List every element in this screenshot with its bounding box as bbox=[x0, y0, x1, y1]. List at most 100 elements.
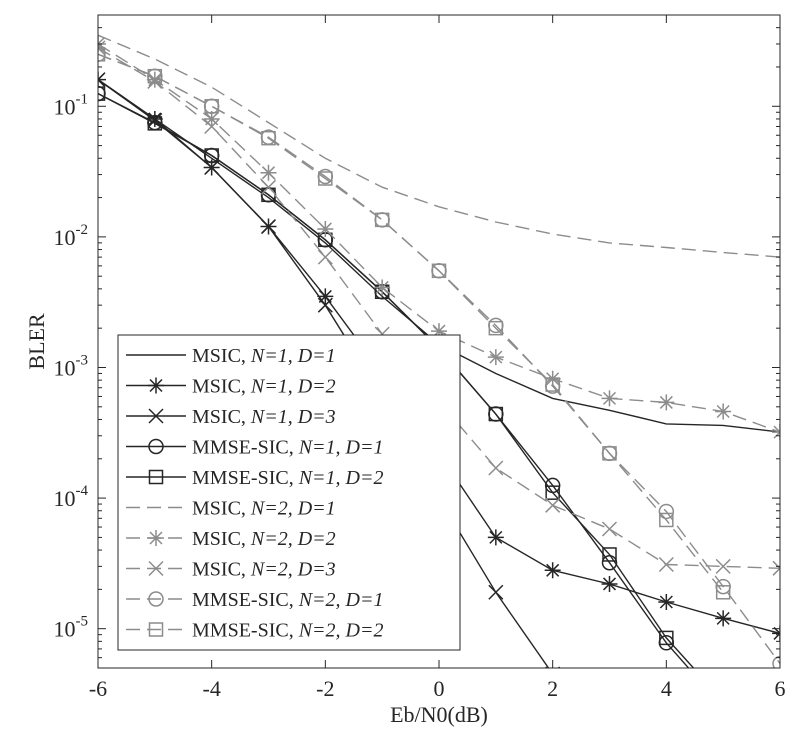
series-10-point-2 bbox=[147, 68, 163, 84]
legend-label-1: MSIC, N=1, D=1 bbox=[192, 345, 336, 367]
series-10-point-4 bbox=[261, 130, 276, 146]
series-5-point-10 bbox=[602, 547, 617, 562]
y-tick-label: 10-2 bbox=[54, 222, 89, 250]
series-3-point-3 bbox=[204, 159, 220, 176]
y-tick-exponent: -2 bbox=[76, 222, 89, 238]
legend-label-params: N=1, D=2 bbox=[250, 376, 336, 398]
series-7-point-2 bbox=[146, 71, 163, 88]
legend-label-9: MMSE-SIC, N=2, D=1 bbox=[192, 589, 383, 611]
legend-label-prefix: MSIC, bbox=[192, 559, 251, 581]
legend-marker-2 bbox=[148, 377, 164, 394]
series-10-point-7 bbox=[431, 263, 447, 279]
y-tick-label: 10-1 bbox=[54, 91, 89, 119]
legend-label-prefix: MSIC, bbox=[192, 345, 251, 367]
x-tick-label: -6 bbox=[89, 676, 107, 701]
y-tick-exponent: -1 bbox=[76, 91, 89, 107]
legend-label-params: N=2, D=1 bbox=[250, 498, 336, 520]
legend-label-prefix: MSIC, bbox=[192, 528, 251, 550]
series-7-point-3 bbox=[203, 110, 220, 127]
series-3-point-4 bbox=[260, 219, 277, 235]
legend-label-10: MMSE-SIC, N=2, D=2 bbox=[192, 620, 383, 642]
series-2-point-5 bbox=[317, 288, 334, 305]
y-tick-label: 10-5 bbox=[54, 614, 89, 642]
legend-label-3: MSIC, N=1, D=3 bbox=[192, 406, 336, 428]
y-tick-label: 10-3 bbox=[54, 352, 89, 380]
series-7 bbox=[98, 35, 780, 441]
x-tick-label: 4 bbox=[661, 676, 672, 701]
series-8-point-12 bbox=[715, 558, 731, 574]
y-tick-label: 10-4 bbox=[54, 483, 89, 511]
x-tick-label: -4 bbox=[203, 676, 221, 701]
series-2-point-2 bbox=[146, 110, 163, 127]
series-8-point-4 bbox=[260, 179, 277, 195]
legend-label-8: MSIC, N=2, D=3 bbox=[192, 559, 336, 581]
series-10-point-8 bbox=[488, 320, 504, 336]
series-9-point-13 bbox=[772, 655, 780, 668]
axes-layer: -6 -4 -2 0 2 4 6 10-5 10-4 10-3 10-2 10-1 bbox=[54, 14, 786, 701]
legend-label-prefix: MMSE-SIC, bbox=[192, 437, 299, 459]
series-2-point-11 bbox=[658, 594, 675, 611]
legend-label-params: N=1, D=1 bbox=[298, 437, 384, 459]
series-7-point-6 bbox=[374, 279, 391, 296]
series-5-point-11 bbox=[659, 630, 674, 646]
legend-marker-3 bbox=[148, 408, 164, 424]
legend-box bbox=[117, 334, 461, 651]
legend-label-2: MSIC, N=1, D=2 bbox=[192, 376, 336, 398]
y-tick-exponent: -3 bbox=[76, 352, 89, 368]
legend-label-params: N=2, D=2 bbox=[250, 528, 336, 550]
series-7-point-4 bbox=[260, 164, 277, 181]
series-8-point-11 bbox=[658, 556, 674, 573]
legend-label-params: N=1, D=1 bbox=[250, 345, 336, 367]
series-10-point-11 bbox=[659, 512, 674, 528]
series-10-point-6 bbox=[374, 212, 390, 228]
legend-marker-8 bbox=[148, 560, 164, 577]
series-5-point-2 bbox=[147, 116, 163, 131]
legend-label-params: N=2, D=1 bbox=[298, 589, 384, 611]
series-10-line bbox=[98, 53, 724, 593]
legend-marker-10 bbox=[148, 622, 164, 637]
y-axis-label: BLER bbox=[24, 313, 49, 370]
series-8-point-10 bbox=[601, 521, 618, 537]
series-2-point-8 bbox=[487, 529, 504, 546]
series-3-point-5 bbox=[317, 297, 333, 313]
legend-label-6: MSIC, N=2, D=1 bbox=[192, 498, 336, 520]
legend-label-params: N=1, D=2 bbox=[298, 467, 384, 489]
series-8-point-2 bbox=[147, 73, 163, 89]
series-2-point-12 bbox=[715, 610, 732, 627]
series-9-point-11 bbox=[658, 503, 675, 520]
x-axis-label: Eb/N0(dB) bbox=[390, 702, 488, 727]
series-3-point-1 bbox=[98, 72, 106, 88]
legend-label-params: N=2, D=3 bbox=[250, 559, 336, 581]
series-5-point-3 bbox=[204, 148, 219, 163]
series-8-point-9 bbox=[545, 497, 561, 513]
legend-label-prefix: MMSE-SIC, bbox=[192, 620, 299, 642]
series-10 bbox=[98, 47, 731, 600]
legend-label-params: N=1, D=3 bbox=[250, 406, 336, 428]
y-tick-exponent: -4 bbox=[76, 483, 89, 499]
series-5-point-12 bbox=[717, 694, 730, 707]
series-10-point-3 bbox=[204, 99, 219, 114]
legend-label-prefix: MMSE-SIC, bbox=[192, 589, 299, 611]
series-6 bbox=[98, 34, 780, 258]
series-7-point-12 bbox=[715, 403, 732, 420]
series-8-point-13 bbox=[772, 560, 780, 576]
legend-label-4: MMSE-SIC, N=1, D=1 bbox=[192, 437, 383, 459]
legend-label-7: MSIC, N=2, D=2 bbox=[192, 528, 336, 550]
series-8-point-1 bbox=[98, 40, 106, 56]
series-8-point-5 bbox=[317, 249, 333, 265]
series-8-point-3 bbox=[204, 118, 220, 135]
legend-label-prefix: MSIC, bbox=[192, 498, 251, 520]
y-tick-exponent: -5 bbox=[76, 614, 89, 630]
series-10-point-5 bbox=[318, 171, 333, 186]
legend-marker-4 bbox=[148, 438, 164, 455]
legend-marker-9 bbox=[148, 591, 164, 607]
series-10-point-12 bbox=[715, 585, 731, 600]
series-10-point-9 bbox=[545, 377, 560, 392]
series-7-point-10 bbox=[601, 390, 618, 407]
legend-label-5: MMSE-SIC, N=1, D=2 bbox=[192, 467, 383, 489]
legend-marker-7 bbox=[148, 530, 164, 546]
series-7-point-11 bbox=[658, 394, 675, 411]
series-7-point-8 bbox=[487, 349, 504, 366]
x-tick-label: -2 bbox=[316, 676, 334, 701]
